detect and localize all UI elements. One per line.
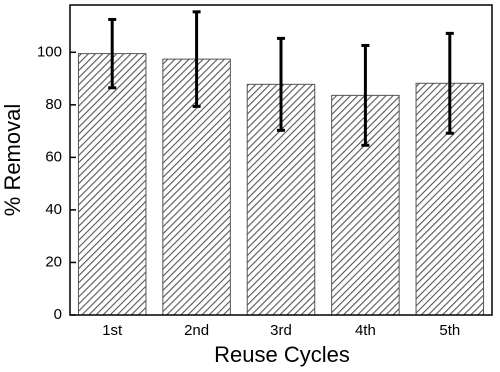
error-bar xyxy=(192,10,201,108)
plot-frame xyxy=(69,4,493,316)
x-tick-label: 3rd xyxy=(270,322,292,339)
y-tick-label: 80 xyxy=(45,96,62,113)
y-tick-label: 40 xyxy=(45,201,62,218)
error-bar xyxy=(361,43,370,147)
y-tick-label: 100 xyxy=(37,43,62,60)
error-bar xyxy=(277,36,285,132)
y-axis-title: % Removal xyxy=(0,104,25,216)
x-tick-label: 4th xyxy=(355,322,376,339)
y-tick-label: 20 xyxy=(45,253,62,270)
bar xyxy=(77,53,147,316)
x-tick-label: 1st xyxy=(102,322,123,339)
x-axis-title: Reuse Cycles xyxy=(214,342,350,367)
error-bar xyxy=(108,17,117,90)
y-tick-label: 60 xyxy=(45,148,62,165)
x-tick-label: 5th xyxy=(439,322,460,339)
y-tick-label: 0 xyxy=(54,306,62,323)
error-bar xyxy=(445,31,454,135)
x-tick-label: 2nd xyxy=(184,322,209,339)
